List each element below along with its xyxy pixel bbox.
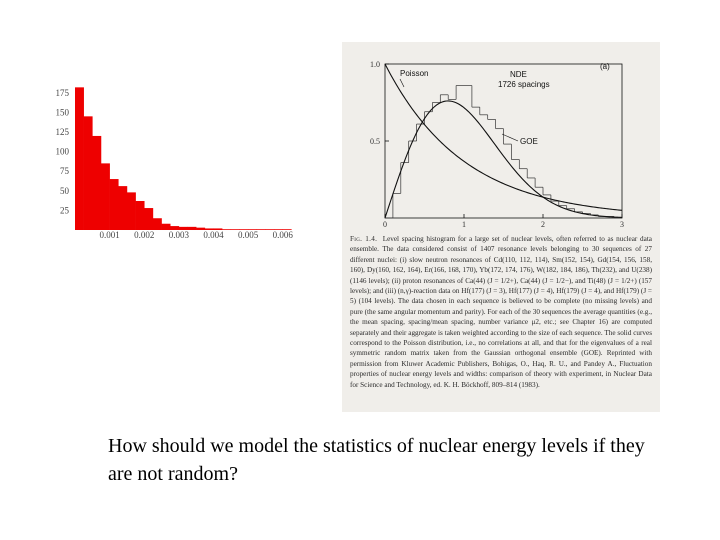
x-tick-label: 0 <box>383 220 387 229</box>
x-tick-labels: 0.001 0.002 0.003 0.004 0.005 0.006 <box>99 230 293 240</box>
scanned-figure-page: 0 1 2 3 0.5 1.0 Poisson NDE 1726 spacings (a) GOE… <box>342 42 660 412</box>
histogram-bar <box>161 223 171 230</box>
x-tick-label: 1 <box>462 220 466 229</box>
histogram-bar <box>75 87 84 230</box>
y-tick-label: 175 <box>56 88 70 98</box>
x-tick-label: 0.003 <box>169 230 190 240</box>
poisson-leader-line <box>399 78 405 88</box>
histogram-bar <box>109 179 119 230</box>
histogram-bar <box>152 218 162 230</box>
x-tick-label: 0.001 <box>99 230 119 240</box>
spacing-histogram <box>385 85 622 219</box>
histogram-bars <box>75 87 292 230</box>
slide-question: How should we model the statistics of nu… <box>108 435 645 485</box>
histogram-bar <box>83 116 93 230</box>
histogram-bar <box>144 208 154 230</box>
histogram-bar <box>222 229 232 230</box>
histogram-bar <box>256 229 266 230</box>
poisson-label: Poisson <box>400 69 428 78</box>
theory-curves <box>384 63 623 219</box>
histogram-bar <box>196 227 206 230</box>
histogram-bar <box>92 135 102 230</box>
figure-label: Fig. 1.4. <box>350 235 378 243</box>
legend-line: NDE <box>510 70 527 79</box>
histogram-bar <box>118 186 128 230</box>
panel-label: (a) <box>600 62 610 71</box>
goe-label: GOE <box>520 137 538 146</box>
goe-leader-line <box>501 133 519 142</box>
histogram-bar <box>187 226 197 230</box>
histogram-bar <box>135 201 145 230</box>
y-tick-label: 75 <box>60 166 70 176</box>
histogram-bar <box>230 229 240 230</box>
histogram-bar <box>126 192 136 230</box>
poisson-curve <box>384 63 623 211</box>
x-tick-label: 2 <box>541 220 545 229</box>
y-tick-labels: 25 50 75 100 125 150 175 <box>56 88 70 216</box>
histogram-bar <box>265 229 275 230</box>
y-tick-label: 100 <box>56 147 70 157</box>
y-tick-label: 25 <box>60 205 70 215</box>
axis-ticks: 0 1 2 3 0.5 1.0 <box>370 60 624 229</box>
histogram-bar <box>100 163 110 230</box>
histogram-bar <box>239 229 249 230</box>
y-tick-label: 125 <box>56 127 70 137</box>
x-tick-label: 0.004 <box>203 230 224 240</box>
y-tick-label: 1.0 <box>370 60 380 69</box>
histogram-bar <box>170 226 180 230</box>
y-tick-label: 50 <box>60 186 70 196</box>
histogram-bar <box>204 228 214 230</box>
y-tick-label: 0.5 <box>370 137 380 146</box>
histogram-bar <box>282 229 292 230</box>
y-tick-label: 150 <box>56 107 70 117</box>
x-tick-label: 0.002 <box>134 230 154 240</box>
histogram-bar <box>248 229 258 230</box>
caption-text: Level spacing histogram for a large set … <box>350 235 653 389</box>
histogram-bar <box>178 226 188 230</box>
x-tick-label: 0.005 <box>238 230 259 240</box>
histogram-bar <box>213 228 223 230</box>
goe-curve <box>384 100 623 219</box>
x-tick-label: 3 <box>620 220 624 229</box>
legend-line: 1726 spacings <box>498 80 550 89</box>
figure-caption: Fig. 1.4. Level spacing histogram for a … <box>350 234 652 390</box>
histogram-bar <box>274 229 283 230</box>
x-tick-label: 0.006 <box>273 230 294 240</box>
